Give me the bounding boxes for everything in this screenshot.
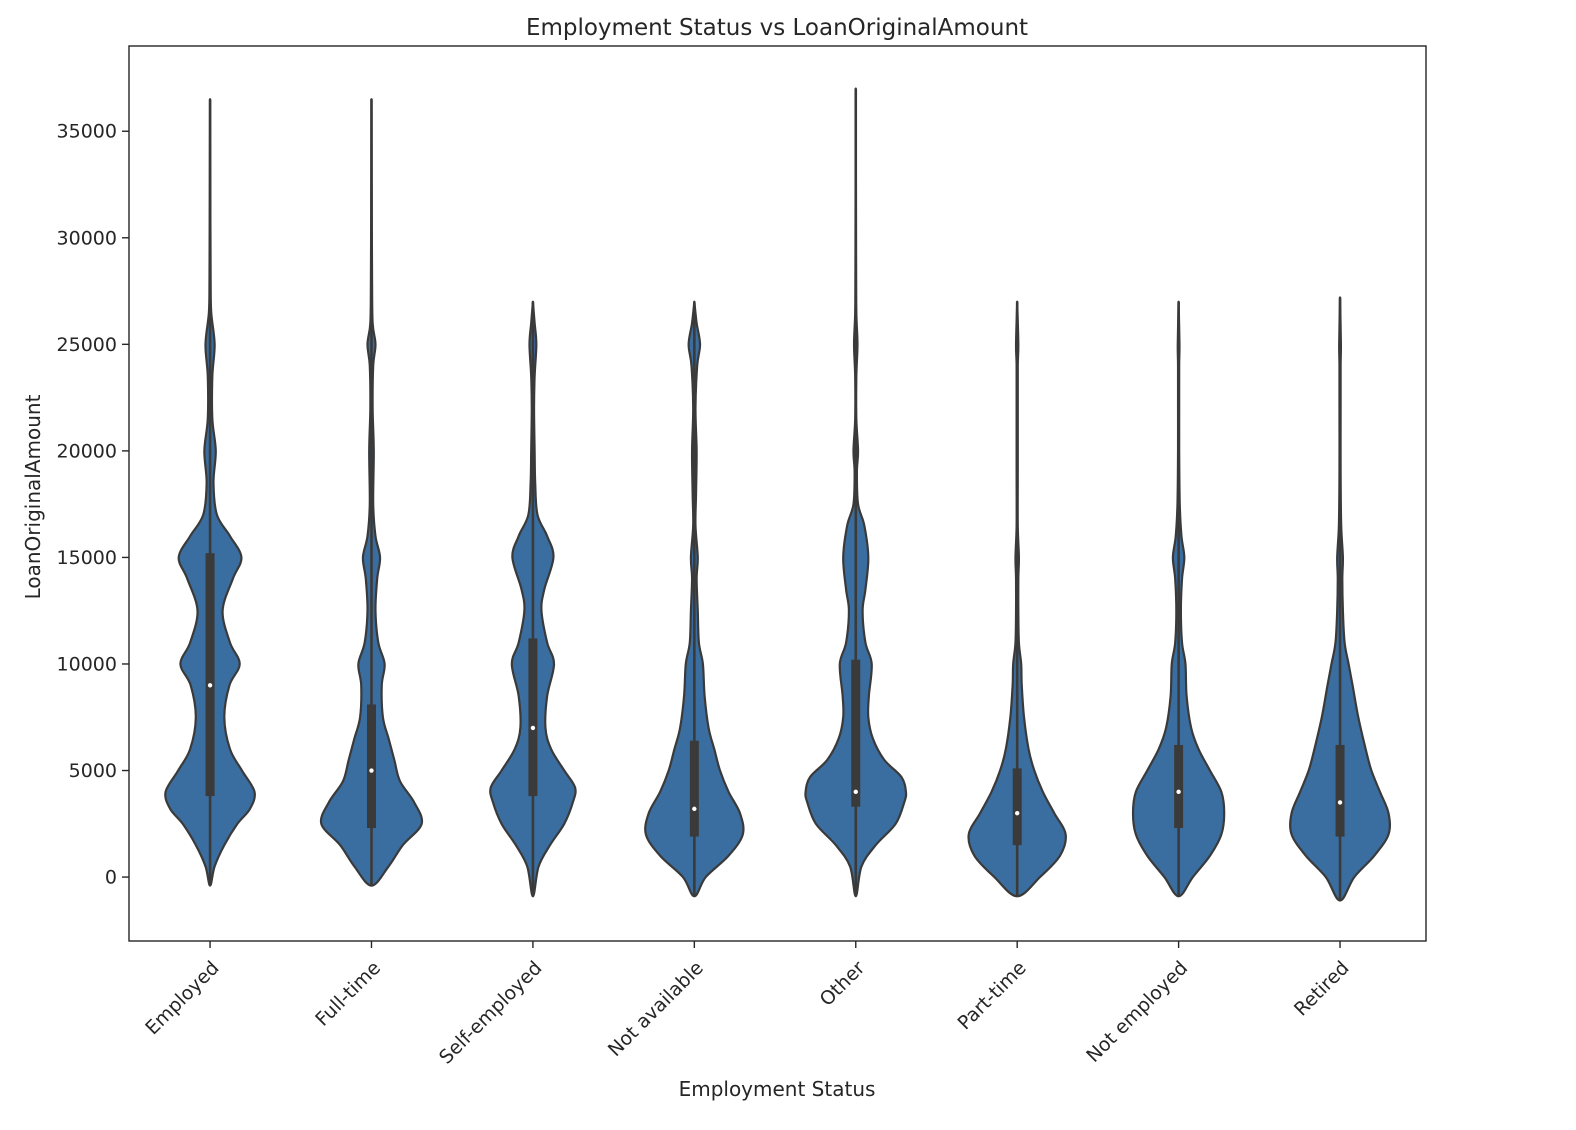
violin-not-available xyxy=(644,300,745,898)
violin-median-dot xyxy=(692,806,697,812)
y-tick-label: 25000 xyxy=(57,334,117,356)
violin-iqr-box xyxy=(528,638,538,797)
violin-median-dot xyxy=(1014,810,1020,816)
violin-median-dot xyxy=(1337,800,1343,805)
violin-full-time xyxy=(319,98,424,887)
violin-median-dot xyxy=(369,768,374,773)
violin-iqr-box xyxy=(205,553,215,797)
violin-median-dot xyxy=(1176,789,1181,795)
violin-other xyxy=(804,87,908,898)
y-tick-label: 15000 xyxy=(57,547,117,569)
violin-self-employed xyxy=(489,300,577,898)
plot-frame xyxy=(128,45,1427,942)
violin-part-time xyxy=(967,300,1067,898)
violin-iqr-box xyxy=(366,704,376,829)
chart-title: Employment Status vs LoanOriginalAmount xyxy=(526,15,1028,41)
y-axis-title: LoanOriginalAmount xyxy=(21,394,45,599)
y-axis: 0 5000 10000 15000 20000 25000 30000 35000 xyxy=(57,121,129,889)
y-tick-label: 10000 xyxy=(57,653,117,675)
violin-median-dot xyxy=(853,789,858,795)
violin-iqr-box xyxy=(1012,768,1022,846)
y-tick-label: 0 xyxy=(105,867,117,889)
y-tick-label: 30000 xyxy=(57,227,117,249)
violin-iqr-box xyxy=(1174,744,1184,829)
violin-iqr-box xyxy=(689,740,699,837)
x-axis-title: Employment Status xyxy=(679,1077,876,1101)
violin-median-dot xyxy=(207,683,213,688)
y-tick-label: 35000 xyxy=(57,121,117,143)
violin-iqr-box xyxy=(851,659,861,807)
violin-median-dot xyxy=(530,725,536,731)
y-tick-label: 20000 xyxy=(57,440,117,462)
violin-retired xyxy=(1289,296,1392,902)
y-tick-label: 5000 xyxy=(69,760,117,782)
violins-group xyxy=(164,87,1392,902)
violin-not-employed xyxy=(1131,300,1226,898)
violin-employed xyxy=(164,98,256,887)
violin-iqr-box xyxy=(1335,744,1345,837)
